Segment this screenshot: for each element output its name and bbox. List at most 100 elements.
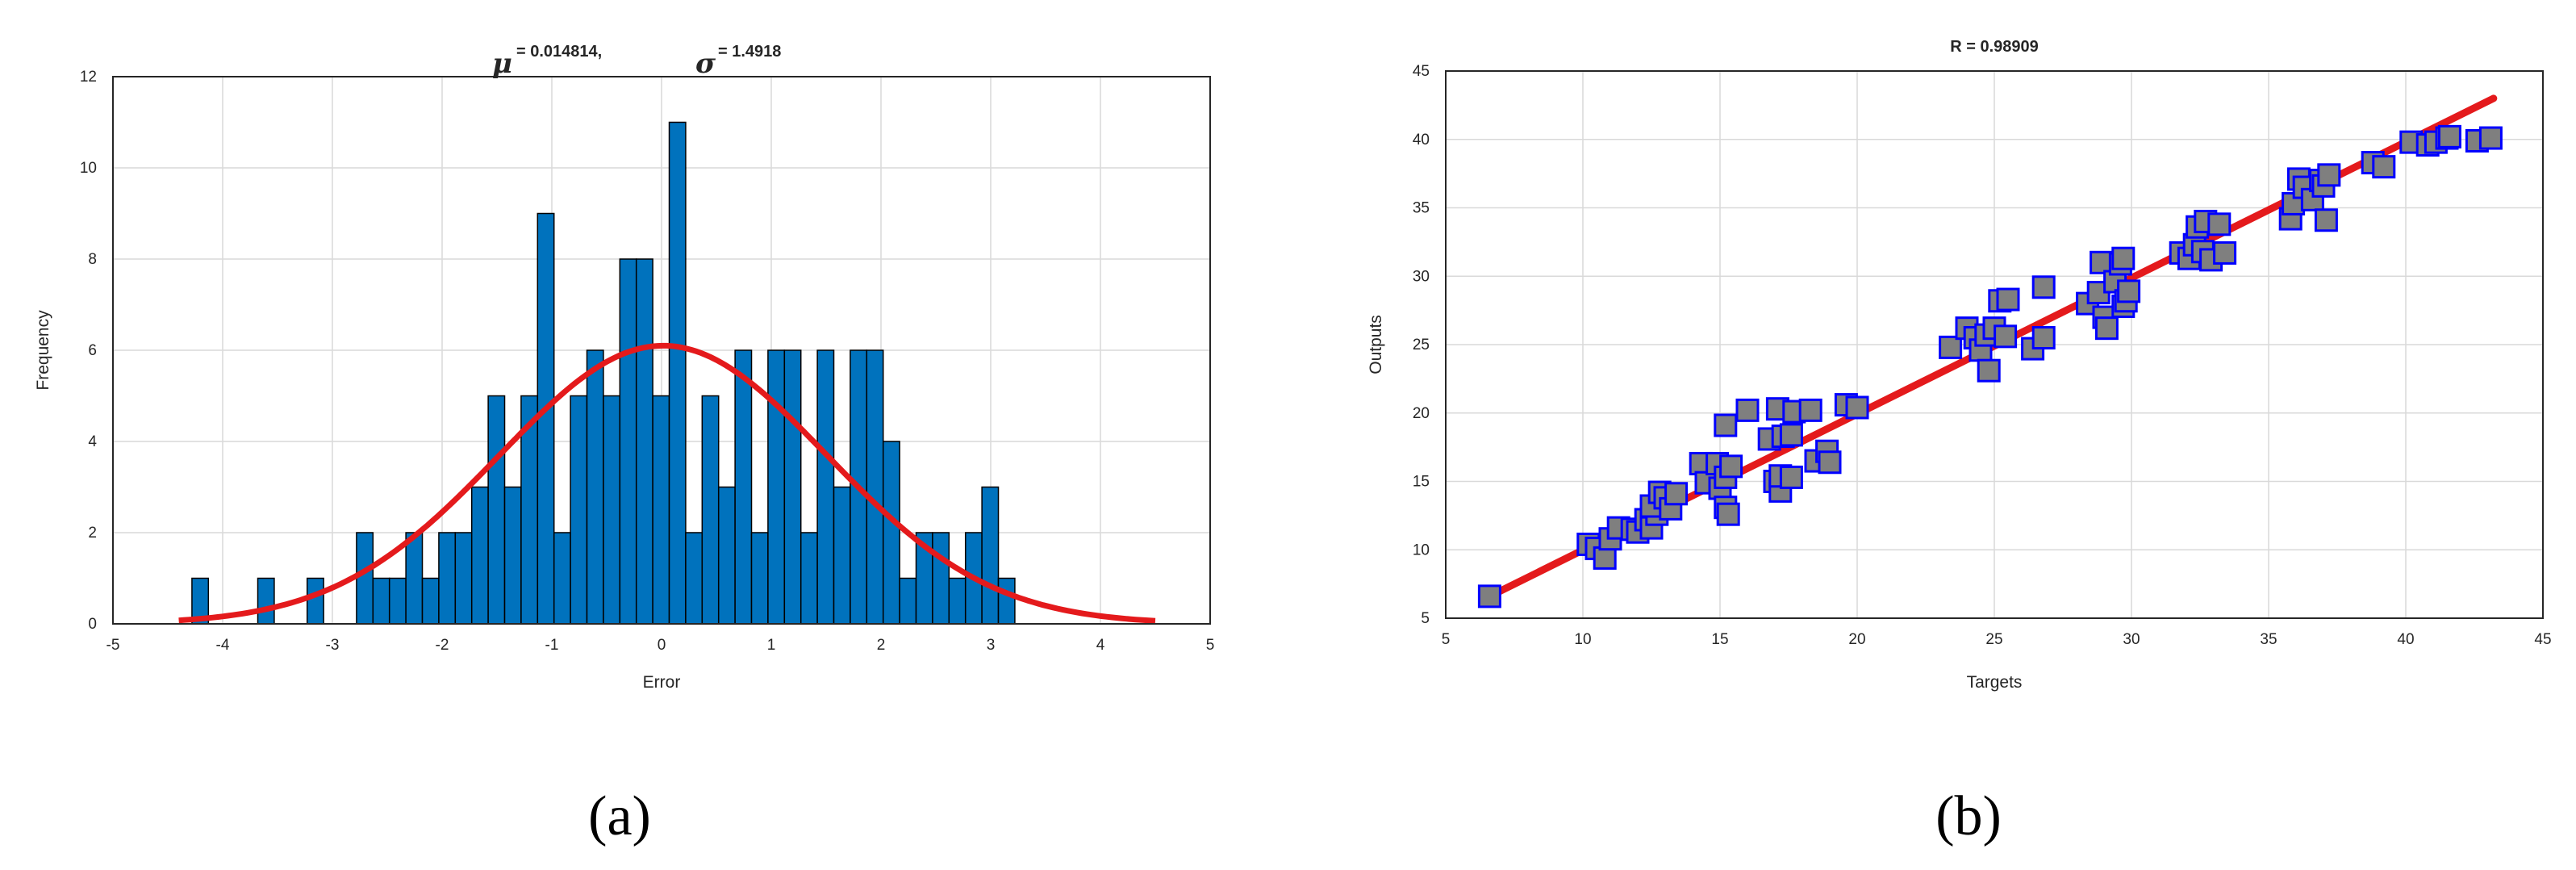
x-tick-label: 25 [1985, 631, 2002, 648]
histogram-bar [356, 532, 374, 625]
histogram-bar [981, 486, 1000, 625]
caption-b: (b) [1935, 785, 2002, 847]
scatter-point [2207, 212, 2232, 236]
scatter-point [1477, 584, 1501, 609]
histogram-bar [882, 441, 900, 625]
sigma-symbol: σ [695, 48, 716, 80]
histogram-bar [701, 395, 720, 625]
scatter-point [1659, 496, 1683, 521]
histogram-ylabel: Frequency [34, 310, 52, 391]
histogram-bar [553, 532, 571, 625]
histogram-bar [816, 349, 835, 625]
histogram-xlabel: Error [643, 673, 681, 692]
x-tick-label: 4 [1096, 637, 1105, 654]
regression-panel: 5 10 15 20 25 30 35 40 45 5 10 15 20 25 30 35 40 45 R = 0… [1367, 38, 2552, 847]
scatter-point [1779, 423, 1803, 447]
y-tick-label: 45 [1413, 63, 1430, 80]
histogram-bar [454, 532, 473, 625]
scatter-point [1939, 335, 1963, 359]
histogram-bar [866, 349, 884, 625]
y-tick-label: 4 [88, 433, 97, 450]
scatter-point [2213, 241, 2237, 265]
x-tick-label: 20 [1848, 631, 1865, 648]
x-tick-label: -2 [436, 637, 449, 654]
scatter-point [1716, 502, 1740, 526]
scatter-point [1664, 482, 1689, 506]
histogram-bar [570, 395, 588, 625]
y-tick-label: 15 [1413, 474, 1430, 491]
histogram-bar [405, 532, 424, 625]
x-tick-label: 2 [877, 637, 886, 654]
sigma-value: = 1.4918 [718, 43, 781, 61]
scatter-point [1593, 546, 1617, 570]
scatter-points [1477, 124, 2503, 609]
scatter-tick-labels: 5 10 15 20 25 30 35 40 45 5 10 15 20 25 30 35 40 45 [1413, 63, 2552, 648]
scatter-ylabel: Outputs [1367, 315, 1385, 374]
histogram-bar [948, 577, 967, 625]
histogram-bar [652, 395, 670, 625]
histogram-bar [306, 577, 324, 625]
scatter-point [1996, 287, 2020, 312]
y-tick-label: 12 [80, 69, 97, 86]
y-tick-label: 10 [80, 160, 97, 177]
histogram-bar [586, 349, 604, 625]
histogram-bar [899, 577, 917, 625]
scatter-axes-box [1445, 70, 2544, 619]
scatter-point [2090, 250, 2114, 274]
x-tick-label: -1 [545, 637, 559, 654]
y-tick-label: 2 [88, 525, 97, 542]
x-tick-label: 10 [1574, 631, 1591, 648]
scatter-point [1735, 398, 1760, 422]
x-tick-label: 30 [2123, 631, 2140, 648]
histogram-bar [487, 395, 506, 625]
scatter-point [2372, 155, 2396, 179]
scatter-point [1994, 324, 2018, 349]
x-tick-label: 45 [2534, 631, 2551, 648]
x-tick-label: 40 [2397, 631, 2414, 648]
y-tick-label: 40 [1413, 132, 1430, 148]
histogram-bar [536, 212, 555, 625]
y-tick-label: 0 [88, 616, 97, 633]
y-tick-label: 6 [88, 342, 97, 359]
scatter-point [2094, 316, 2119, 341]
histogram-bar [833, 486, 851, 625]
histogram-bar [603, 395, 621, 625]
x-tick-label: -3 [326, 637, 340, 654]
scatter-point [1845, 395, 1869, 420]
scatter-point [2437, 124, 2461, 148]
histogram-bar [932, 532, 950, 625]
scatter-point [1719, 454, 1743, 479]
normal-fit-curve [178, 342, 1156, 624]
histogram-bar [717, 486, 736, 625]
histogram-bar [372, 577, 390, 625]
histogram-bar [438, 532, 457, 625]
scatter-xlabel: Targets [1967, 673, 2023, 692]
y-tick-label: 35 [1413, 200, 1430, 217]
scatter-point [2314, 208, 2338, 232]
x-tick-label: 3 [987, 637, 996, 654]
histogram-bar [619, 258, 637, 625]
x-tick-label: -5 [106, 637, 120, 654]
scatter-point [1977, 358, 2001, 383]
histogram-bar [470, 486, 489, 625]
histogram-bar [750, 532, 769, 625]
x-tick-label: 15 [1711, 631, 1728, 648]
caption-a: (a) [588, 785, 651, 847]
scatter-point [2117, 279, 2141, 303]
scatter-point [2031, 275, 2056, 299]
x-tick-label: -4 [216, 637, 230, 654]
y-tick-label: 30 [1413, 268, 1430, 285]
histogram-bar [421, 577, 440, 625]
y-tick-label: 10 [1413, 542, 1430, 558]
histogram-title: μ = 0.014814, σ = 1.4918 [492, 43, 781, 80]
scatter-point [1714, 413, 1738, 437]
mu-symbol: μ [492, 48, 512, 80]
histogram-bar [503, 486, 522, 625]
x-tick-label: 35 [2260, 631, 2277, 648]
scatter-point [2111, 246, 2136, 270]
scatter-point [1818, 450, 1842, 475]
histogram-bar [668, 121, 687, 625]
